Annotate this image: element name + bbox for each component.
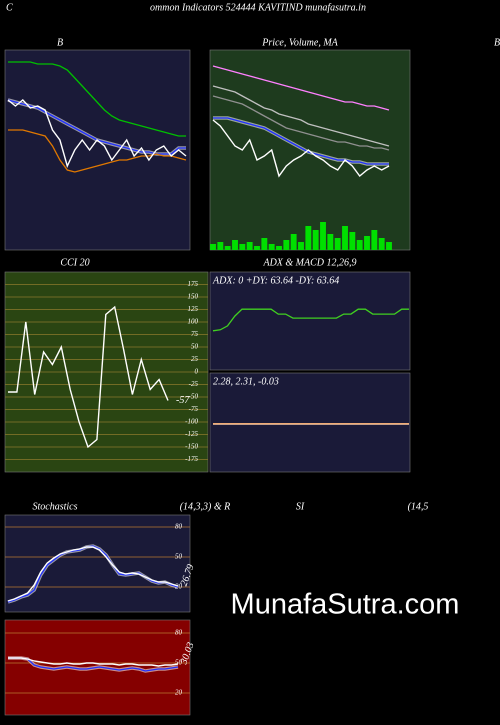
y-tick-label: -50	[189, 393, 199, 401]
y-tick-label: 0	[195, 368, 199, 376]
panel-title: Price, Volume, MA	[261, 37, 338, 48]
line	[212, 95, 390, 151]
line	[212, 65, 390, 111]
volume-bar	[364, 236, 370, 250]
panel	[4, 514, 191, 613]
y-tick-label: 50	[191, 343, 199, 351]
panel	[4, 49, 191, 251]
header-right: B	[494, 37, 500, 48]
y-tick-label: 50	[175, 659, 183, 667]
volume-bar	[305, 226, 312, 250]
y-tick-label: 75	[191, 330, 199, 338]
y-tick-label: 50	[175, 553, 183, 561]
watermark: MunafaSutra.com	[231, 589, 460, 621]
header-title: ommon Indicators 524444 KAVITIND munafas…	[150, 2, 366, 13]
panel-subtitle: (14,3,3) & R	[180, 501, 231, 512]
volume-bar	[349, 232, 356, 250]
y-tick-label: -125	[185, 430, 198, 438]
y-tick-label: 150	[188, 293, 199, 301]
panel-subtitle: (14,5	[408, 501, 429, 512]
volume-bar	[276, 246, 282, 250]
volume-bar	[239, 244, 246, 250]
volume-bar	[283, 240, 290, 250]
panel-title: SI	[296, 501, 305, 512]
line	[8, 657, 179, 667]
line	[212, 119, 390, 178]
y-tick-label: 25	[191, 355, 199, 363]
y-tick-label: 100	[188, 318, 199, 326]
line	[8, 61, 186, 137]
line	[8, 657, 179, 672]
line	[8, 129, 187, 173]
line	[8, 305, 169, 449]
panel	[209, 49, 411, 251]
line	[7, 99, 187, 168]
volume-bar	[268, 244, 275, 250]
volume-bar	[378, 238, 385, 250]
y-tick-label: -75	[189, 405, 199, 413]
volume-bar	[217, 242, 224, 250]
volume-bar	[224, 246, 231, 250]
panel-title: Stochastics	[33, 501, 78, 512]
header-left: C	[6, 2, 13, 13]
volume-bar	[320, 222, 326, 250]
volume-bar	[261, 238, 268, 250]
y-tick-label: 125	[188, 305, 199, 313]
y-tick-label: 175	[188, 280, 199, 288]
line	[212, 308, 409, 332]
volume-bar	[290, 234, 297, 250]
y-tick-label: 80	[175, 523, 183, 531]
volume-bar	[327, 234, 334, 250]
y-tick-label: -150	[185, 443, 198, 451]
volume-bar	[232, 240, 238, 250]
annotation: 2.28, 2.31, -0.03	[213, 376, 279, 387]
line	[212, 85, 390, 147]
volume-bar	[312, 230, 319, 250]
y-tick-label: 20	[175, 583, 183, 591]
volume-bar	[334, 238, 341, 250]
panel-title: ADX & MACD 12,26,9	[262, 257, 356, 268]
volume-bar	[298, 242, 304, 250]
volume-bar	[254, 246, 260, 250]
panel-title: CCI 20	[60, 257, 89, 268]
panel	[209, 271, 411, 371]
annotation: -57	[176, 395, 190, 406]
volume-bar	[356, 240, 363, 250]
line	[7, 546, 179, 602]
annotation: ADX: 0 +DY: 63.64 -DY: 63.64	[212, 275, 339, 286]
panel-title: B	[57, 37, 63, 48]
y-tick-label: 20	[175, 689, 183, 697]
y-tick-label: -175	[185, 455, 198, 463]
volume-bar	[210, 244, 216, 250]
volume-bar	[371, 230, 378, 250]
y-tick-label: -100	[185, 418, 198, 426]
volume-bar	[246, 242, 253, 250]
panel	[209, 372, 411, 473]
volume-bar	[386, 242, 392, 250]
y-tick-label: 80	[175, 629, 183, 637]
y-tick-label: -25	[189, 380, 199, 388]
volume-bar	[342, 226, 348, 250]
line	[213, 117, 389, 165]
plots: B Price, Volume, MA CCI 20 175 150 125 100 75 50…	[4, 37, 429, 716]
